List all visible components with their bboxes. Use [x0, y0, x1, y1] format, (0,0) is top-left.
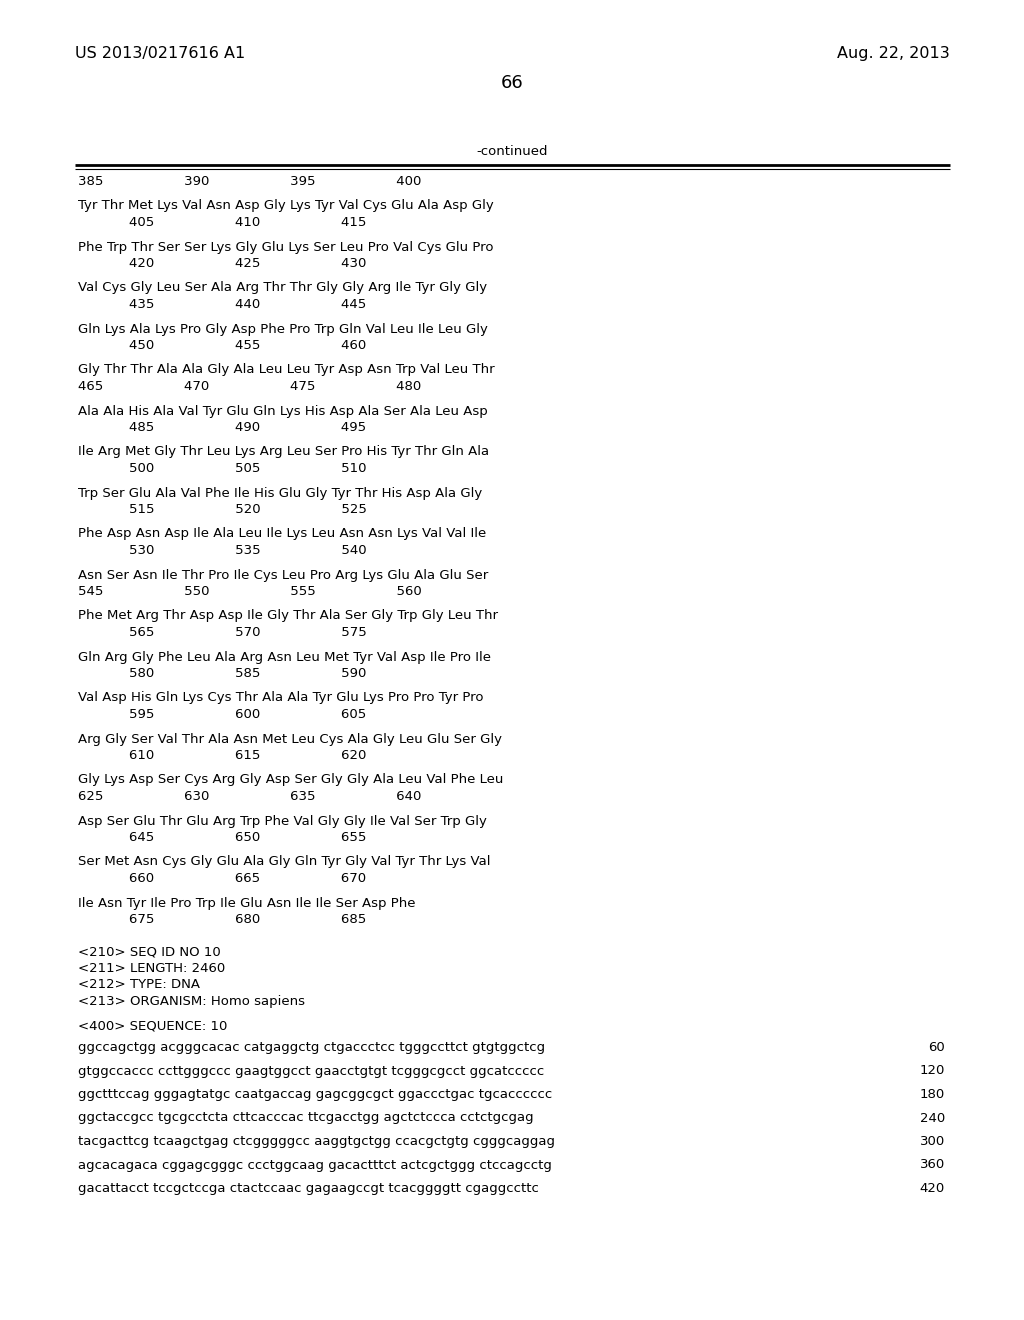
Text: Gln Arg Gly Phe Leu Ala Arg Asn Leu Met Tyr Val Asp Ile Pro Ile: Gln Arg Gly Phe Leu Ala Arg Asn Leu Met …: [78, 651, 490, 664]
Text: -continued: -continued: [476, 145, 548, 158]
Text: Aug. 22, 2013: Aug. 22, 2013: [838, 46, 950, 61]
Text: <212> TYPE: DNA: <212> TYPE: DNA: [78, 978, 200, 991]
Text: Ile Arg Met Gly Thr Leu Lys Arg Leu Ser Pro His Tyr Thr Gln Ala: Ile Arg Met Gly Thr Leu Lys Arg Leu Ser …: [78, 446, 489, 458]
Text: 625                   630                   635                   640: 625 630 635 640: [78, 789, 421, 803]
Text: 405                   410                   415: 405 410 415: [78, 216, 367, 228]
Text: Gln Lys Ala Lys Pro Gly Asp Phe Pro Trp Gln Val Leu Ile Leu Gly: Gln Lys Ala Lys Pro Gly Asp Phe Pro Trp …: [78, 322, 487, 335]
Text: <213> ORGANISM: Homo sapiens: <213> ORGANISM: Homo sapiens: [78, 995, 305, 1008]
Text: 660                   665                   670: 660 665 670: [78, 873, 367, 884]
Text: 420                   425                   430: 420 425 430: [78, 257, 367, 271]
Text: Phe Met Arg Thr Asp Asp Ile Gly Thr Ala Ser Gly Trp Gly Leu Thr: Phe Met Arg Thr Asp Asp Ile Gly Thr Ala …: [78, 610, 498, 623]
Text: 420: 420: [920, 1181, 945, 1195]
Text: Gly Lys Asp Ser Cys Arg Gly Asp Ser Gly Gly Ala Leu Val Phe Leu: Gly Lys Asp Ser Cys Arg Gly Asp Ser Gly …: [78, 774, 504, 787]
Text: 450                   455                   460: 450 455 460: [78, 339, 367, 352]
Text: <211> LENGTH: 2460: <211> LENGTH: 2460: [78, 962, 225, 975]
Text: Trp Ser Glu Ala Val Phe Ile His Glu Gly Tyr Thr His Asp Ala Gly: Trp Ser Glu Ala Val Phe Ile His Glu Gly …: [78, 487, 482, 499]
Text: Asp Ser Glu Thr Glu Arg Trp Phe Val Gly Gly Ile Val Ser Trp Gly: Asp Ser Glu Thr Glu Arg Trp Phe Val Gly …: [78, 814, 486, 828]
Text: Ile Asn Tyr Ile Pro Trp Ile Glu Asn Ile Ile Ser Asp Phe: Ile Asn Tyr Ile Pro Trp Ile Glu Asn Ile …: [78, 896, 416, 909]
Text: Val Asp His Gln Lys Cys Thr Ala Ala Tyr Glu Lys Pro Pro Tyr Pro: Val Asp His Gln Lys Cys Thr Ala Ala Tyr …: [78, 692, 483, 705]
Text: ggctttccag gggagtatgc caatgaccag gagcggcgct ggaccctgac tgcacccccc: ggctttccag gggagtatgc caatgaccag gagcggc…: [78, 1088, 552, 1101]
Text: 300: 300: [920, 1135, 945, 1148]
Text: 120: 120: [920, 1064, 945, 1077]
Text: Phe Asp Asn Asp Ile Ala Leu Ile Lys Leu Asn Asn Lys Val Val Ile: Phe Asp Asn Asp Ile Ala Leu Ile Lys Leu …: [78, 528, 486, 540]
Text: <210> SEQ ID NO 10: <210> SEQ ID NO 10: [78, 945, 221, 958]
Text: Val Cys Gly Leu Ser Ala Arg Thr Thr Gly Gly Arg Ile Tyr Gly Gly: Val Cys Gly Leu Ser Ala Arg Thr Thr Gly …: [78, 281, 487, 294]
Text: gacattacct tccgctccga ctactccaac gagaagccgt tcacggggtt cgaggccttc: gacattacct tccgctccga ctactccaac gagaagc…: [78, 1181, 539, 1195]
Text: 60: 60: [928, 1041, 945, 1053]
Text: Ala Ala His Ala Val Tyr Glu Gln Lys His Asp Ala Ser Ala Leu Asp: Ala Ala His Ala Val Tyr Glu Gln Lys His …: [78, 404, 487, 417]
Text: Phe Trp Thr Ser Ser Lys Gly Glu Lys Ser Leu Pro Val Cys Glu Pro: Phe Trp Thr Ser Ser Lys Gly Glu Lys Ser …: [78, 240, 494, 253]
Text: 515                   520                   525: 515 520 525: [78, 503, 367, 516]
Text: Ser Met Asn Cys Gly Glu Ala Gly Gln Tyr Gly Val Tyr Thr Lys Val: Ser Met Asn Cys Gly Glu Ala Gly Gln Tyr …: [78, 855, 490, 869]
Text: 465                   470                   475                   480: 465 470 475 480: [78, 380, 421, 393]
Text: 530                   535                   540: 530 535 540: [78, 544, 367, 557]
Text: 500                   505                   510: 500 505 510: [78, 462, 367, 475]
Text: tacgacttcg tcaagctgag ctcgggggcc aaggtgctgg ccacgctgtg cgggcaggag: tacgacttcg tcaagctgag ctcgggggcc aaggtgc…: [78, 1135, 555, 1148]
Text: 435                   440                   445: 435 440 445: [78, 298, 367, 312]
Text: 360: 360: [920, 1159, 945, 1172]
Text: 545                   550                   555                   560: 545 550 555 560: [78, 585, 422, 598]
Text: 385                   390                   395                   400: 385 390 395 400: [78, 176, 421, 187]
Text: US 2013/0217616 A1: US 2013/0217616 A1: [75, 46, 246, 61]
Text: 595                   600                   605: 595 600 605: [78, 708, 367, 721]
Text: Arg Gly Ser Val Thr Ala Asn Met Leu Cys Ala Gly Leu Glu Ser Gly: Arg Gly Ser Val Thr Ala Asn Met Leu Cys …: [78, 733, 502, 746]
Text: 180: 180: [920, 1088, 945, 1101]
Text: 565                   570                   575: 565 570 575: [78, 626, 367, 639]
Text: gtggccaccc ccttgggccc gaagtggcct gaacctgtgt tcgggcgcct ggcatccccc: gtggccaccc ccttgggccc gaagtggcct gaacctg…: [78, 1064, 544, 1077]
Text: 610                   615                   620: 610 615 620: [78, 748, 367, 762]
Text: 240: 240: [920, 1111, 945, 1125]
Text: 485                   490                   495: 485 490 495: [78, 421, 367, 434]
Text: ggccagctgg acgggcacac catgaggctg ctgaccctcc tgggccttct gtgtggctcg: ggccagctgg acgggcacac catgaggctg ctgaccc…: [78, 1041, 545, 1053]
Text: Asn Ser Asn Ile Thr Pro Ile Cys Leu Pro Arg Lys Glu Ala Glu Ser: Asn Ser Asn Ile Thr Pro Ile Cys Leu Pro …: [78, 569, 488, 582]
Text: agcacagaca cggagcgggc ccctggcaag gacactttct actcgctggg ctccagcctg: agcacagaca cggagcgggc ccctggcaag gacactt…: [78, 1159, 552, 1172]
Text: 580                   585                   590: 580 585 590: [78, 667, 367, 680]
Text: 675                   680                   685: 675 680 685: [78, 913, 367, 927]
Text: Gly Thr Thr Ala Ala Gly Ala Leu Leu Tyr Asp Asn Trp Val Leu Thr: Gly Thr Thr Ala Ala Gly Ala Leu Leu Tyr …: [78, 363, 495, 376]
Text: 645                   650                   655: 645 650 655: [78, 832, 367, 843]
Text: Tyr Thr Met Lys Val Asn Asp Gly Lys Tyr Val Cys Glu Ala Asp Gly: Tyr Thr Met Lys Val Asn Asp Gly Lys Tyr …: [78, 199, 494, 213]
Text: <400> SEQUENCE: 10: <400> SEQUENCE: 10: [78, 1019, 227, 1032]
Text: 66: 66: [501, 74, 523, 92]
Text: ggctaccgcc tgcgcctcta cttcacccac ttcgacctgg agctctccca cctctgcgag: ggctaccgcc tgcgcctcta cttcacccac ttcgacc…: [78, 1111, 534, 1125]
